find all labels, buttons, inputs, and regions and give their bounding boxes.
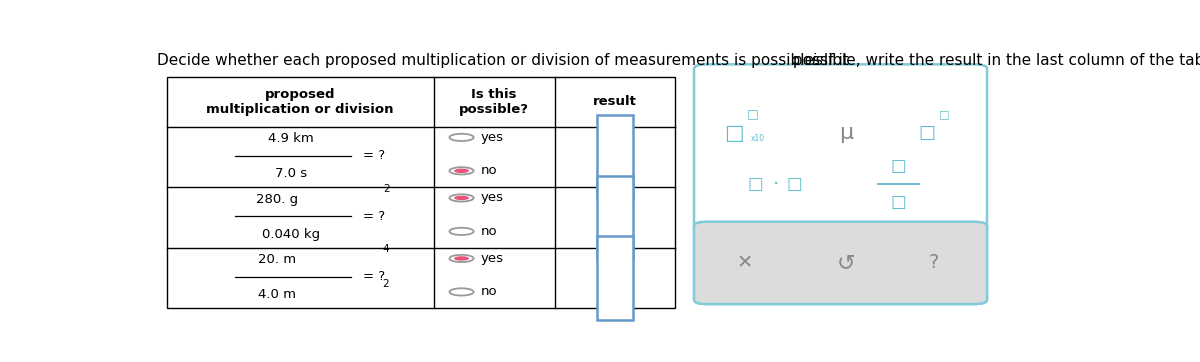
Circle shape <box>450 288 474 295</box>
Text: 2: 2 <box>384 184 390 194</box>
Bar <box>598 115 632 199</box>
Text: □: □ <box>746 107 758 120</box>
Text: yes: yes <box>481 191 504 205</box>
Text: 0.040 kg: 0.040 kg <box>262 228 320 241</box>
Bar <box>167 77 676 308</box>
Text: ✕: ✕ <box>737 253 754 272</box>
Circle shape <box>454 169 469 173</box>
Text: 280. g: 280. g <box>256 193 298 206</box>
Circle shape <box>454 196 469 200</box>
Text: 20. m: 20. m <box>258 253 296 266</box>
Circle shape <box>450 167 474 174</box>
Text: ?: ? <box>928 253 938 272</box>
Text: □: □ <box>890 193 907 211</box>
Bar <box>598 176 632 259</box>
Text: = ?: = ? <box>362 210 385 223</box>
Text: is: is <box>811 53 823 68</box>
Circle shape <box>450 134 474 141</box>
Text: x10: x10 <box>751 134 764 143</box>
Text: μ: μ <box>839 123 853 143</box>
Circle shape <box>454 256 469 261</box>
Text: Decide whether each proposed multiplication or division of measurements is possi: Decide whether each proposed multiplicat… <box>156 53 853 68</box>
Text: ·: · <box>773 175 779 194</box>
Text: no: no <box>481 164 498 177</box>
FancyBboxPatch shape <box>694 222 986 304</box>
Text: possible, write the result in the last column of the table.: possible, write the result in the last c… <box>788 53 1200 68</box>
Text: proposed
multiplication or division: proposed multiplication or division <box>206 88 394 116</box>
Text: 4.0 m: 4.0 m <box>258 288 296 301</box>
Circle shape <box>450 228 474 235</box>
Text: ↺: ↺ <box>836 253 856 273</box>
Text: Is this
possible?: Is this possible? <box>460 88 529 116</box>
Text: yes: yes <box>481 252 504 265</box>
Text: no: no <box>481 225 498 238</box>
Text: 4.9 km: 4.9 km <box>268 132 313 145</box>
Text: □: □ <box>748 175 763 193</box>
Text: □: □ <box>724 123 744 143</box>
Text: 4: 4 <box>382 244 389 254</box>
Circle shape <box>450 194 474 202</box>
Text: 2: 2 <box>382 279 389 289</box>
Circle shape <box>450 255 474 262</box>
Text: □: □ <box>890 157 907 175</box>
Text: □: □ <box>918 124 935 142</box>
Text: result: result <box>593 95 637 108</box>
Text: yes: yes <box>481 131 504 144</box>
Text: = ?: = ? <box>362 149 385 162</box>
Text: = ?: = ? <box>362 270 385 283</box>
Text: 7.0 s: 7.0 s <box>275 167 307 180</box>
Text: □: □ <box>787 175 803 193</box>
FancyBboxPatch shape <box>694 64 986 304</box>
Text: no: no <box>481 285 498 298</box>
Bar <box>598 236 632 320</box>
Text: □: □ <box>940 109 949 119</box>
